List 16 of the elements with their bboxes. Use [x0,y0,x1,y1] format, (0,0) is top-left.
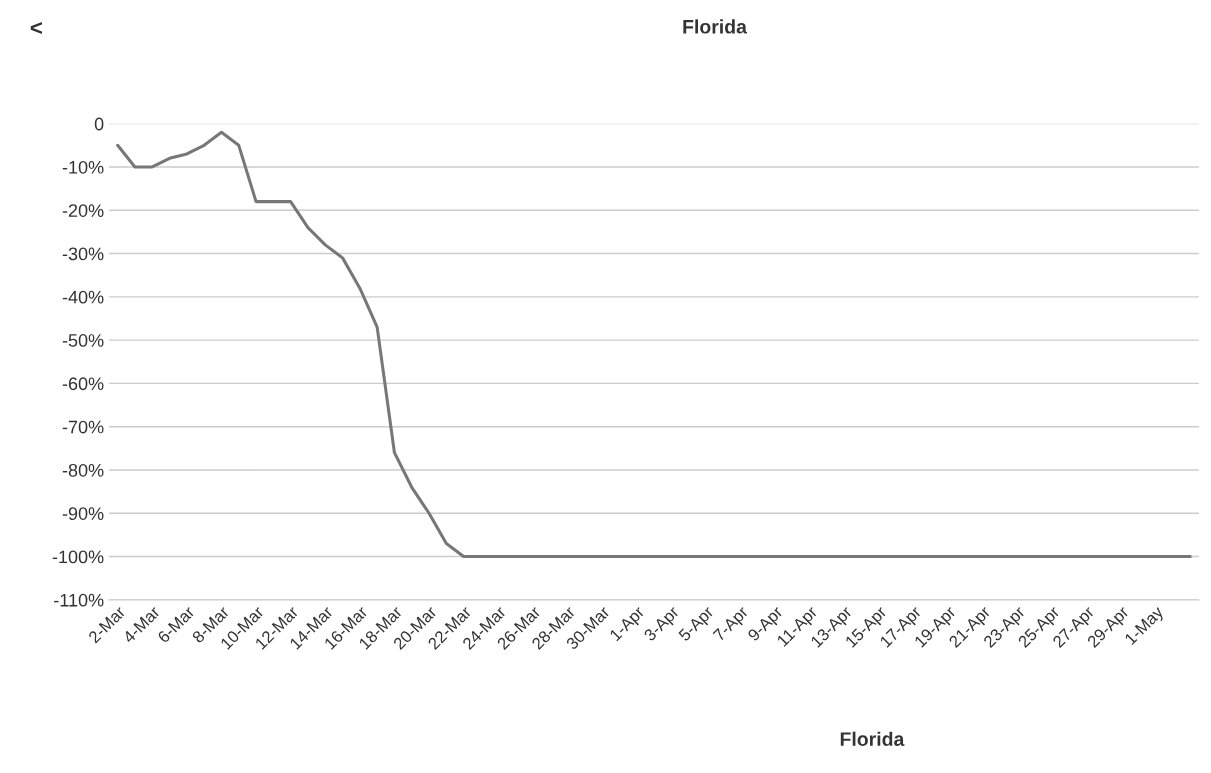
y-tick-label: -30% [62,247,104,261]
y-tick-label: -80% [62,463,104,477]
y-tick-label: -40% [62,290,104,304]
text: < [30,22,42,35]
chart-title: Florida [683,19,748,34]
y-tick-label: -60% [62,377,104,391]
y-tick-label: -10% [62,160,104,174]
line-series [116,130,1192,559]
y-tick-label: -50% [62,334,104,347]
y-tick-label: -70% [62,420,104,434]
y-tick-label: -100% [52,550,104,564]
text: Florida [840,731,905,746]
y-tick-label: 0 [94,117,104,131]
y-tick-label: -90% [62,507,104,520]
y-tick-label: -20% [62,204,104,217]
y-tick-label: -110% [54,593,104,607]
